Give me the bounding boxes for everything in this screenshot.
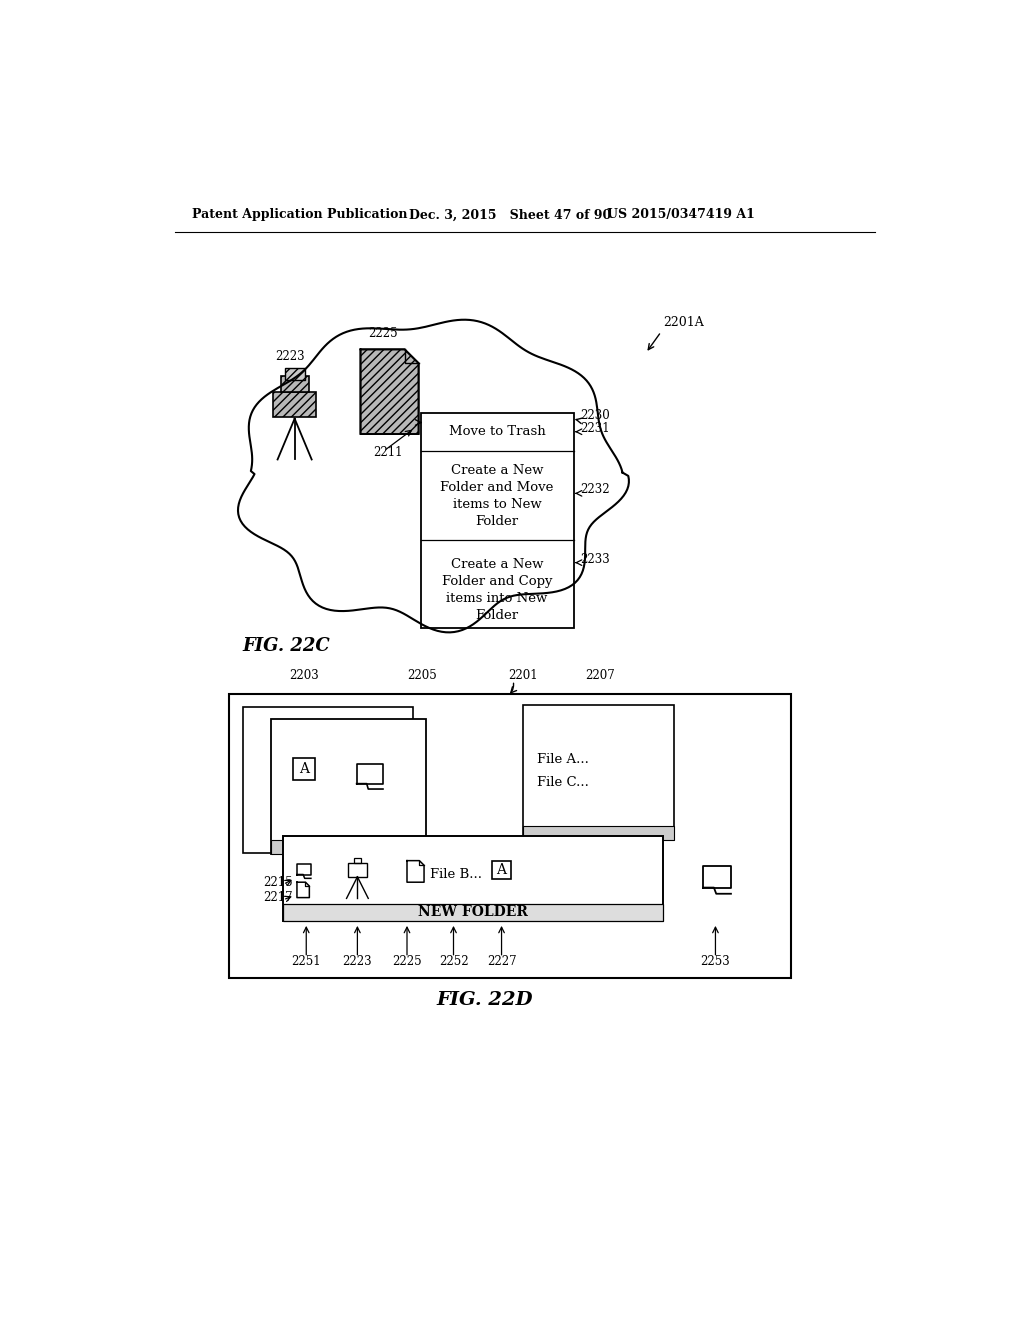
- Text: 2232: 2232: [581, 483, 610, 496]
- Bar: [285, 368, 305, 380]
- Text: NEW FOLDER: NEW FOLDER: [418, 906, 527, 919]
- Bar: [523, 826, 675, 840]
- Text: File A...: File A...: [538, 752, 589, 766]
- Bar: [493, 861, 511, 879]
- Polygon shape: [360, 350, 419, 434]
- Text: 2233: 2233: [581, 553, 610, 566]
- Bar: [523, 705, 675, 840]
- Text: 2205: 2205: [407, 669, 437, 682]
- Text: 2251: 2251: [292, 956, 322, 969]
- Text: 2223: 2223: [343, 956, 372, 969]
- Text: Move to Trash: Move to Trash: [449, 425, 545, 438]
- Text: FIG. 22D: FIG. 22D: [436, 991, 532, 1010]
- Bar: [271, 719, 426, 854]
- Bar: [293, 758, 314, 780]
- Text: FIG. 22C: FIG. 22C: [243, 638, 331, 655]
- Text: File C...: File C...: [538, 776, 589, 789]
- Text: US 2015/0347419 A1: US 2015/0347419 A1: [607, 209, 755, 222]
- Text: 2225: 2225: [369, 327, 398, 341]
- Text: 2203: 2203: [289, 669, 318, 682]
- Text: 2227: 2227: [486, 956, 516, 969]
- Bar: [421, 413, 573, 628]
- Bar: [273, 392, 316, 417]
- Bar: [348, 863, 367, 876]
- Text: 2223: 2223: [275, 350, 305, 363]
- Text: A: A: [299, 762, 309, 776]
- Bar: [283, 904, 663, 921]
- Text: Patent Application Publication: Patent Application Publication: [191, 209, 408, 222]
- Text: 2231: 2231: [581, 422, 610, 434]
- Text: Create a New
Folder and Copy
items into New
Folder: Create a New Folder and Copy items into …: [441, 557, 552, 622]
- Text: File B...: File B...: [430, 869, 482, 880]
- Bar: [281, 375, 308, 392]
- Text: 2207: 2207: [586, 669, 615, 682]
- Text: 2225: 2225: [392, 956, 422, 969]
- Text: 2252: 2252: [438, 956, 468, 969]
- Text: 2201: 2201: [508, 669, 538, 682]
- Text: 2211: 2211: [373, 446, 402, 458]
- Bar: [228, 693, 792, 978]
- Text: 2230: 2230: [581, 409, 610, 421]
- Text: 2253: 2253: [700, 956, 730, 969]
- Text: Create a New
Folder and Move
items to New
Folder: Create a New Folder and Move items to Ne…: [440, 463, 554, 528]
- Text: Dec. 3, 2015   Sheet 47 of 90: Dec. 3, 2015 Sheet 47 of 90: [410, 209, 611, 222]
- Bar: [353, 858, 361, 863]
- Text: 2201A: 2201A: [663, 317, 703, 329]
- Text: A: A: [497, 863, 507, 876]
- Text: 2215: 2215: [263, 876, 293, 890]
- Text: 2217: 2217: [263, 891, 293, 904]
- Bar: [283, 836, 663, 921]
- Bar: [271, 840, 426, 854]
- Bar: [243, 706, 414, 853]
